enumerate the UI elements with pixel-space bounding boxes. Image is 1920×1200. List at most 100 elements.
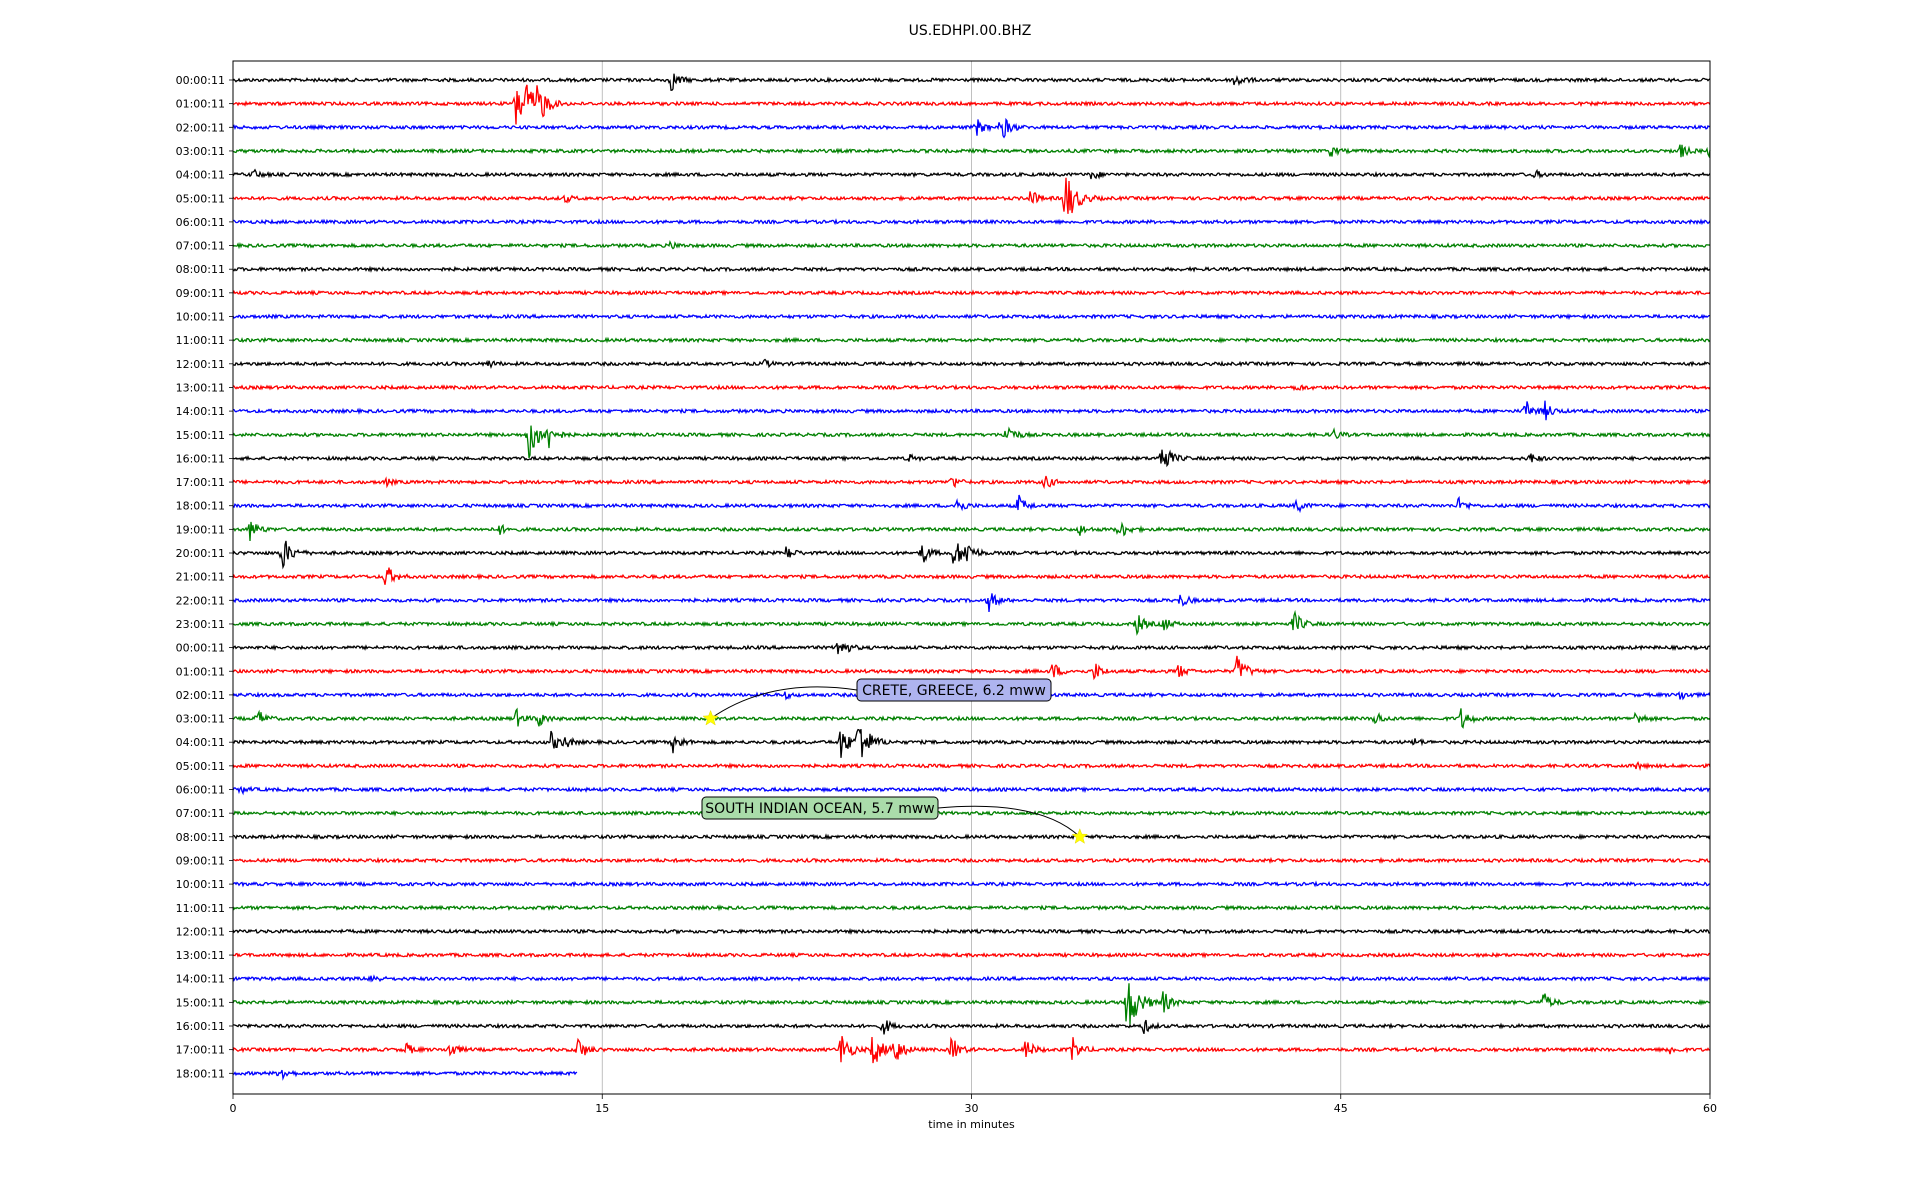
hour-label: 05:00:11 (176, 192, 225, 205)
hour-label: 15:00:11 (176, 996, 225, 1009)
trace-line (232, 567, 1711, 585)
trace-line (232, 475, 1711, 490)
trace-line (232, 785, 1711, 796)
trace-line (233, 856, 1711, 864)
hour-label: 02:00:11 (176, 689, 225, 702)
trace-line (233, 400, 1711, 421)
x-tick-label: 15 (595, 1102, 609, 1115)
hour-label: 00:00:11 (176, 74, 225, 87)
hour-label: 10:00:11 (176, 878, 225, 891)
hour-label: 12:00:11 (176, 358, 225, 371)
x-tick-label: 0 (230, 1102, 237, 1115)
trace-line (232, 313, 1710, 321)
hour-label: 04:00:11 (176, 736, 225, 749)
hour-label: 19:00:11 (176, 523, 225, 536)
hour-label: 12:00:11 (176, 925, 225, 938)
hour-label: 02:00:11 (176, 121, 225, 134)
hour-label: 14:00:11 (176, 405, 225, 418)
trace-line (232, 449, 1711, 468)
trace-line (232, 728, 1711, 758)
hour-label: 09:00:11 (176, 854, 225, 867)
hour-label: 22:00:11 (176, 594, 225, 607)
trace-line (233, 1019, 1711, 1035)
hour-label: 17:00:11 (176, 1044, 225, 1057)
hour-label: 11:00:11 (176, 902, 225, 915)
trace-line (232, 593, 1711, 613)
trace-line (232, 168, 1711, 180)
hour-label: 05:00:11 (176, 760, 225, 773)
trace-line (232, 904, 1711, 912)
hour-label: 13:00:11 (176, 949, 225, 962)
hour-label: 08:00:11 (176, 831, 225, 844)
hour-label: 20:00:11 (176, 547, 225, 560)
trace-line (233, 144, 1711, 159)
hour-label: 18:00:11 (176, 500, 225, 513)
trace-line (232, 289, 1711, 297)
annotation-text: SOUTH INDIAN OCEAN, 5.7 mww (705, 801, 935, 817)
trace-line (232, 833, 1711, 841)
hour-label: 16:00:11 (176, 452, 225, 465)
hour-label: 17:00:11 (176, 476, 225, 489)
hour-label: 10:00:11 (176, 311, 225, 324)
hour-label: 15:00:11 (176, 429, 225, 442)
event-star-marker (702, 709, 719, 726)
trace-line (232, 609, 1711, 636)
hour-label: 11:00:11 (176, 334, 225, 347)
trace-line (232, 1069, 578, 1081)
event-star-marker (1071, 828, 1089, 844)
trace-line (232, 383, 1711, 392)
event-annotations: CRETE, GREECE, 6.2 mww SOUTH INDIAN OCEAN… (701, 678, 1089, 844)
trace-line (232, 707, 1711, 729)
trace-line (232, 521, 1711, 542)
trace-line (232, 425, 1711, 459)
hour-labels: 00:00:11 01:00:11 02:00:11 03:00:11 04:00:11… (176, 74, 233, 1080)
trace-line (232, 655, 1711, 681)
hour-label: 03:00:11 (176, 145, 225, 158)
hour-label: 03:00:11 (176, 713, 225, 726)
hour-label: 08:00:11 (176, 263, 225, 276)
trace-line (232, 540, 1711, 570)
hour-label: 01:00:11 (176, 98, 225, 111)
annotation-box (701, 796, 939, 820)
chart-title: US.EDHPI.00.BHZ (909, 23, 1032, 39)
hour-label: 04:00:11 (176, 169, 225, 182)
x-tick-label: 60 (1703, 1102, 1717, 1115)
hour-label: 06:00:11 (176, 216, 225, 229)
event-annotation: CRETE, GREECE, 6.2 mww (702, 678, 1052, 726)
trace-line (232, 73, 1711, 91)
hour-label: 06:00:11 (176, 784, 225, 797)
hour-label: 23:00:11 (176, 618, 225, 631)
trace-line (232, 218, 1711, 226)
hour-label: 09:00:11 (176, 287, 225, 300)
trace-line (232, 761, 1711, 772)
hour-label: 14:00:11 (176, 973, 225, 986)
trace-line (232, 265, 1711, 273)
seismic-traces (232, 73, 1711, 1081)
trace-line (232, 336, 1711, 344)
trace-line (232, 974, 1711, 983)
x-axis-ticks: 0 15 30 45 60 (230, 1094, 1717, 1115)
annotation-connector (710, 686, 858, 719)
hour-label: 16:00:11 (176, 1020, 225, 1033)
annotation-box (856, 678, 1052, 702)
hour-label: 07:00:11 (176, 807, 225, 820)
trace-line (232, 117, 1711, 139)
hour-label: 07:00:11 (176, 240, 225, 253)
hour-label: 13:00:11 (176, 381, 225, 394)
annotation-text: CRETE, GREECE, 6.2 mww (862, 683, 1046, 699)
trace-line (232, 84, 1711, 125)
trace-line (232, 1035, 1711, 1064)
x-tick-label: 45 (1334, 1102, 1348, 1115)
trace-line (232, 983, 1711, 1025)
trace-line (232, 809, 1711, 817)
hour-label: 21:00:11 (176, 571, 225, 584)
hour-label: 00:00:11 (176, 642, 225, 655)
trace-line (232, 927, 1711, 936)
hour-label: 18:00:11 (176, 1067, 225, 1080)
trace-line (232, 880, 1710, 888)
annotation-connector (937, 805, 1081, 838)
hour-label: 01:00:11 (176, 665, 225, 678)
trace-line (232, 494, 1711, 514)
x-axis-label: time in minutes (928, 1118, 1015, 1131)
trace-line (232, 240, 1711, 250)
